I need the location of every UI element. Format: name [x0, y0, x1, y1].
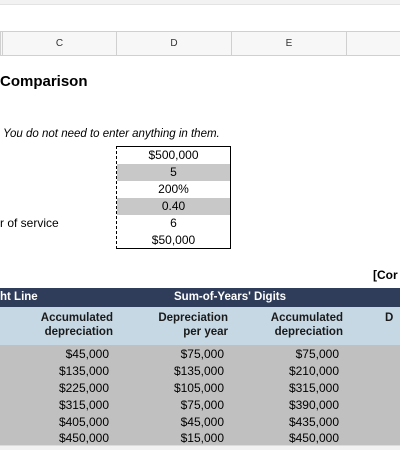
method-header-bar: ht Line Sum-of-Years' Digits: [0, 288, 400, 307]
cell-accumulated-sl[interactable]: $315,000: [58, 398, 109, 412]
column-header-c[interactable]: C: [2, 32, 116, 55]
bottom-strip: [0, 445, 400, 450]
input-ddb-rate[interactable]: 200%: [158, 182, 189, 196]
header-accumulated-straight: Accumulated depreciation: [40, 312, 113, 338]
table-row: $45,000 $75,000 $75,000: [0, 346, 400, 363]
cell-accumulated-syd[interactable]: $390,000: [288, 398, 339, 412]
method-sum-of-years-digits: Sum-of-Years' Digits: [174, 291, 287, 303]
table-body: $45,000 $75,000 $75,000 $135,000 $135,00…: [0, 345, 400, 445]
cell-depreciation[interactable]: $75,000: [180, 398, 224, 412]
corner-label: [Cor: [373, 268, 398, 282]
header-depreciation-per-year: Depreciation per year: [158, 312, 228, 338]
column-header-f[interactable]: [346, 32, 400, 55]
cell-depreciation[interactable]: $15,000: [180, 431, 224, 445]
cell-accumulated-sl[interactable]: $405,000: [58, 415, 109, 429]
table-row: $315,000 $75,000 $390,000: [0, 397, 400, 414]
input-years-of-service[interactable]: 6: [170, 216, 177, 230]
table-row: $405,000 $45,000 $435,000: [0, 414, 400, 431]
table-header-row: Accumulated depreciation Depreciation per …: [0, 307, 400, 345]
input-values-box: $500,000 5 200% 0.40 6 $50,000: [116, 146, 231, 249]
table-row: $450,000 $15,000 $450,000: [0, 430, 400, 447]
method-straight-line: ht Line: [0, 291, 38, 303]
cell-accumulated-sl[interactable]: $450,000: [58, 431, 109, 445]
cell-depreciation[interactable]: $75,000: [180, 347, 224, 361]
cell-depreciation[interactable]: $45,000: [180, 415, 224, 429]
cell-accumulated-sl[interactable]: $225,000: [58, 381, 109, 395]
sheet-title: Comparison: [0, 73, 88, 90]
cell-accumulated-syd[interactable]: $435,000: [288, 415, 339, 429]
table-row: $225,000 $105,000 $315,000: [0, 380, 400, 397]
input-rate-decimal[interactable]: 0.40: [117, 198, 230, 215]
top-strip: [0, 0, 400, 5]
cell-accumulated-syd[interactable]: $315,000: [288, 381, 339, 395]
cell-depreciation[interactable]: $135,000: [173, 364, 224, 378]
column-header-d[interactable]: D: [116, 32, 231, 55]
header-partial: D: [385, 312, 394, 324]
input-salvage[interactable]: $50,000: [151, 233, 196, 247]
cell-depreciation[interactable]: $105,000: [173, 381, 224, 395]
input-label-years-of-service: r of service: [0, 216, 59, 230]
cell-accumulated-sl[interactable]: $45,000: [65, 347, 109, 361]
header-accumulated-syd: Accumulated depreciation: [270, 312, 343, 338]
instruction-note: You do not need to enter anything in the…: [3, 128, 220, 140]
table-row: $135,000 $135,000 $210,000: [0, 363, 400, 380]
input-cost[interactable]: $500,000: [148, 148, 199, 162]
input-life[interactable]: 5: [117, 164, 230, 181]
column-header-partial[interactable]: [0, 32, 2, 55]
cell-accumulated-syd[interactable]: $75,000: [295, 347, 339, 361]
cell-accumulated-syd[interactable]: $210,000: [288, 364, 339, 378]
column-header-row: C D E: [0, 31, 400, 56]
column-header-e[interactable]: E: [231, 32, 346, 55]
cell-accumulated-syd[interactable]: $450,000: [288, 431, 339, 445]
cell-accumulated-sl[interactable]: $135,000: [58, 364, 109, 378]
